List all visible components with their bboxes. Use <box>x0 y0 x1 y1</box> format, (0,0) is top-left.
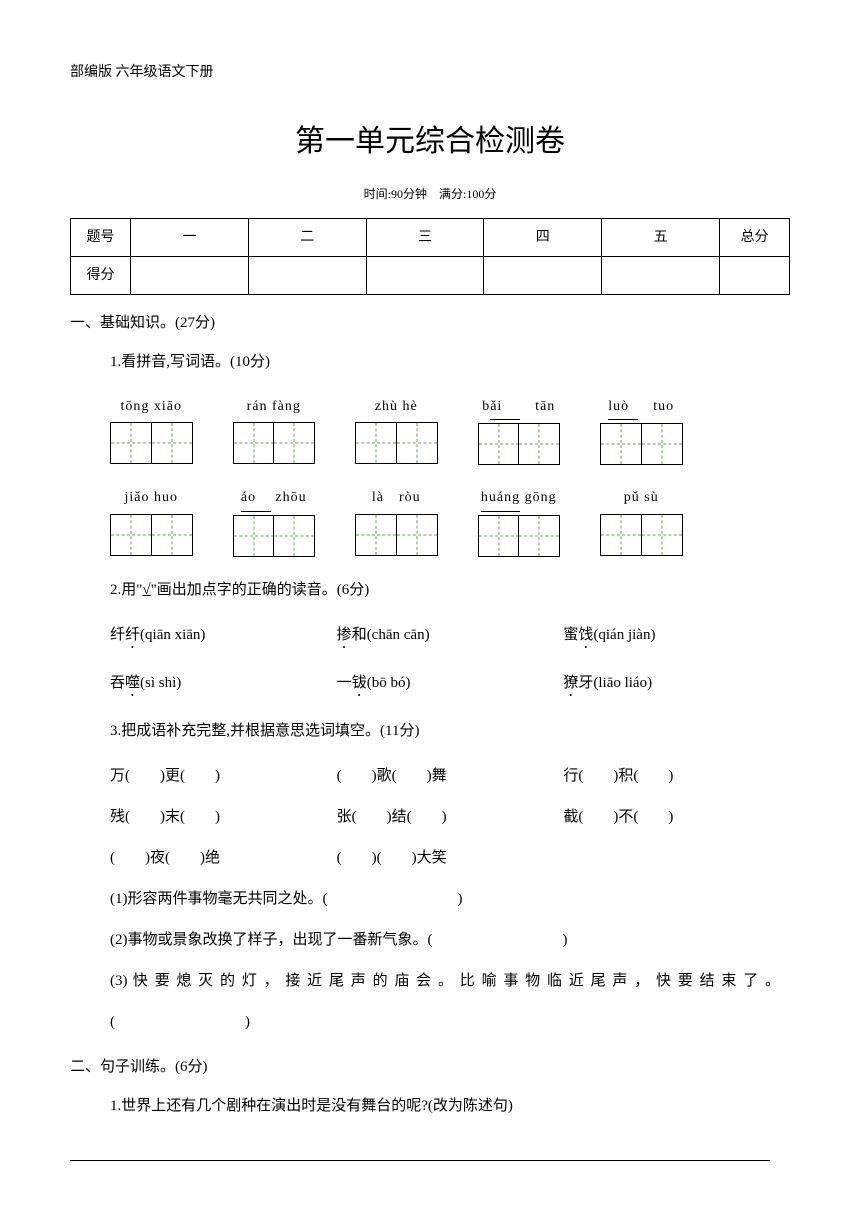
table-cell: 题号 <box>71 218 131 256</box>
reading-row-1: 纤纤(qiān xiān) 掺和(chān cān) 蜜饯(qián jiàn) <box>70 622 790 652</box>
char-box-group[interactable] <box>355 514 438 556</box>
idiom-row-2: 残( )末( ) 张( )结( ) 截( )不( ) <box>70 804 790 831</box>
char-box-group[interactable] <box>233 422 316 464</box>
score-table: 题号 一 二 三 四 五 总分 得分 <box>70 218 790 295</box>
fill-question-1[interactable]: (1)形容两件事物毫无共同之处。() <box>70 886 790 913</box>
pinyin-label: rán fàng <box>247 394 301 419</box>
table-cell[interactable] <box>720 256 790 294</box>
page-subtitle: 时间:90分钟 满分:100分 <box>70 184 790 206</box>
page-title: 第一单元综合检测卷 <box>70 115 790 169</box>
pinyin-item: là ròu <box>355 485 438 556</box>
idiom-item[interactable]: 残( )末( ) <box>110 804 337 831</box>
idiom-item[interactable]: 张( )结( ) <box>337 804 564 831</box>
reading-item[interactable]: 獠牙(liāo liáo) <box>563 670 790 700</box>
idiom-item[interactable]: ( )夜( )绝 <box>110 845 337 872</box>
pinyin-item: bǎi tān <box>478 394 561 465</box>
idiom-row-1: 万( )更( ) ( )歌( )舞 行( )积( ) <box>70 763 790 790</box>
pinyin-label: pǔ sù <box>624 485 659 510</box>
text: ) <box>458 891 463 907</box>
text: ) <box>245 1014 250 1030</box>
pinyin-row-2: jiǎo huo áo zhōu là ròu huáng gōng pǔ sù <box>70 485 790 556</box>
pinyin-row-1: tōng xiāo rán fàng zhù hè bǎi tān luò tu… <box>70 394 790 465</box>
fill-question-3b[interactable]: () <box>70 1009 790 1036</box>
idiom-item[interactable]: ( )( )大笑 <box>337 845 564 872</box>
fill-question-3a: (3) 快 要 熄 灭 的 灯 ， 接 近 尾 声 的 庙 会 。 比 喻 事 … <box>70 968 790 995</box>
table-row: 得分 <box>71 256 790 294</box>
reading-item[interactable]: 一钹(bō bó) <box>337 670 564 700</box>
text: ( <box>110 1014 115 1030</box>
text: (1)形容两件事物毫无共同之处。( <box>110 891 328 907</box>
table-cell[interactable] <box>602 256 720 294</box>
header-label: 部编版 六年级语文下册 <box>70 60 790 85</box>
reading-item[interactable]: 蜜饯(qián jiàn) <box>563 622 790 652</box>
table-cell[interactable] <box>484 256 602 294</box>
question-1-1: 1.看拼音,写词语。(10分) <box>70 349 790 376</box>
pinyin-item: rán fàng <box>233 394 316 465</box>
char-box-group[interactable] <box>478 423 561 465</box>
idiom-item <box>563 845 790 872</box>
question-1-2: 2.用"√"画出加点字的正确的读音。(6分) <box>70 577 790 604</box>
char-box-group[interactable] <box>355 422 438 464</box>
reading-item[interactable]: 吞噬(sì shì) <box>110 670 337 700</box>
pinyin-item: jiǎo huo <box>110 485 193 556</box>
table-cell[interactable] <box>131 256 249 294</box>
pinyin-label: jiǎo huo <box>125 485 179 510</box>
pinyin-label: zhù hè <box>375 394 418 419</box>
pinyin-item: áo zhōu <box>233 485 316 556</box>
text: ) <box>563 932 568 948</box>
idiom-item[interactable]: 截( )不( ) <box>563 804 790 831</box>
table-cell: 三 <box>366 218 484 256</box>
section-2-header: 二、句子训练。(6分) <box>70 1054 790 1081</box>
table-cell: 总分 <box>720 218 790 256</box>
table-cell: 五 <box>602 218 720 256</box>
pinyin-item: pǔ sù <box>600 485 683 556</box>
pinyin-item: tōng xiāo <box>110 394 193 465</box>
char-box-group[interactable] <box>600 423 683 465</box>
reading-row-2: 吞噬(sì shì) 一钹(bō bó) 獠牙(liāo liáo) <box>70 670 790 700</box>
char-box-group[interactable] <box>110 422 193 464</box>
table-cell: 二 <box>248 218 366 256</box>
question-1-3: 3.把成语补充完整,并根据意思选词填空。(11分) <box>70 718 790 745</box>
text: 2.用" <box>110 582 142 598</box>
text: "画出加点字的正确的读音。(6分) <box>151 582 370 598</box>
pinyin-label: luò tuo <box>608 394 674 420</box>
question-2-1: 1.世界上还有几个剧种在演出时是没有舞台的呢?(改为陈述句) <box>70 1093 790 1120</box>
answer-line[interactable] <box>70 1160 770 1161</box>
reading-item[interactable]: 纤纤(qiān xiān) <box>110 622 337 652</box>
reading-item[interactable]: 掺和(chān cān) <box>337 622 564 652</box>
char-box-group[interactable] <box>600 514 683 556</box>
char-box-group[interactable] <box>478 515 561 557</box>
table-cell: 四 <box>484 218 602 256</box>
pinyin-label: là ròu <box>372 485 421 510</box>
pinyin-label: áo zhōu <box>241 485 307 511</box>
pinyin-item: zhù hè <box>355 394 438 465</box>
table-cell[interactable] <box>366 256 484 294</box>
pinyin-label: huáng gōng <box>481 485 557 511</box>
text: (2)事物或景象改换了样子，出现了一番新气象。( <box>110 932 433 948</box>
pinyin-label: tōng xiāo <box>121 394 183 419</box>
pinyin-label: bǎi tān <box>482 394 555 420</box>
table-cell[interactable] <box>248 256 366 294</box>
table-row: 题号 一 二 三 四 五 总分 <box>71 218 790 256</box>
idiom-item[interactable]: 行( )积( ) <box>563 763 790 790</box>
char-box-group[interactable] <box>110 514 193 556</box>
idiom-row-3: ( )夜( )绝 ( )( )大笑 <box>70 845 790 872</box>
char-box-group[interactable] <box>233 515 316 557</box>
idiom-item[interactable]: 万( )更( ) <box>110 763 337 790</box>
section-1-header: 一、基础知识。(27分) <box>70 310 790 337</box>
pinyin-item: luò tuo <box>600 394 683 465</box>
table-cell: 得分 <box>71 256 131 294</box>
fill-question-2[interactable]: (2)事物或景象改换了样子，出现了一番新气象。() <box>70 927 790 954</box>
table-cell: 一 <box>131 218 249 256</box>
idiom-item[interactable]: ( )歌( )舞 <box>337 763 564 790</box>
checkmark-icon: √ <box>142 582 150 598</box>
pinyin-item: huáng gōng <box>478 485 561 556</box>
